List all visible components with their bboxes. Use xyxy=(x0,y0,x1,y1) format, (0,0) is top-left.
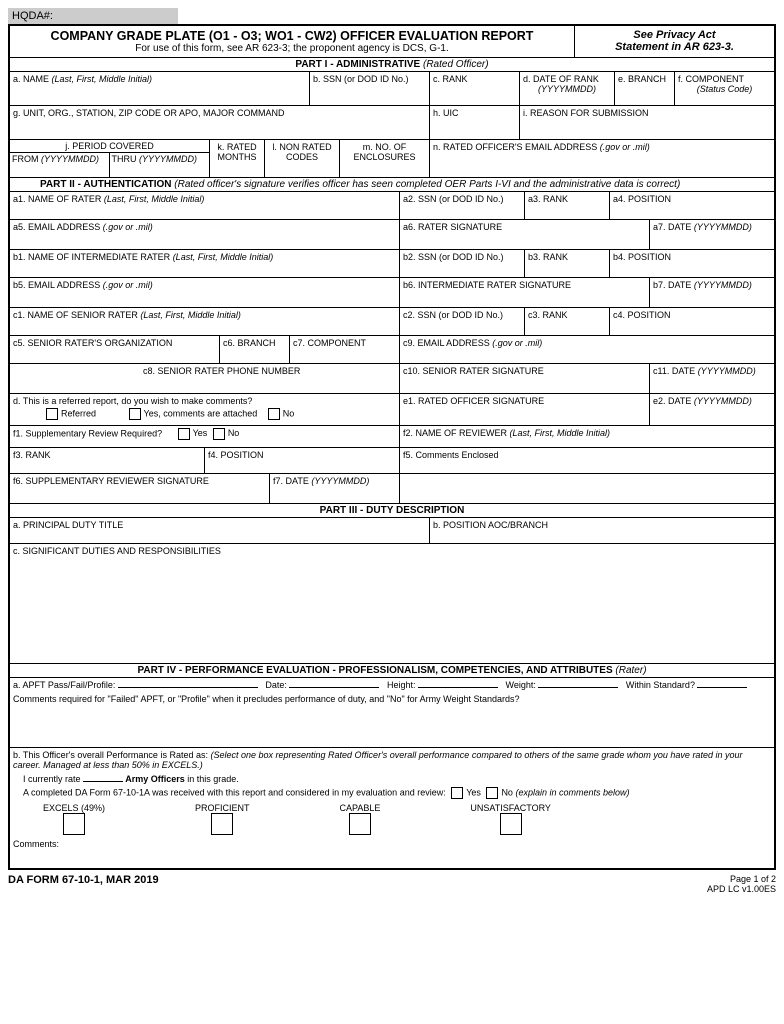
field-reviewer-name[interactable]: f2. NAME OF REVIEWER (Last, First, Middl… xyxy=(400,426,774,448)
checkbox-unsat[interactable] xyxy=(500,813,522,835)
checkbox-form-yes[interactable] xyxy=(451,787,463,799)
footer-version: APD LC v1.00ES xyxy=(707,884,776,894)
field-email[interactable]: n. RATED OFFICER'S EMAIL ADDRESS (.gov o… xyxy=(430,140,774,178)
field-int-rank[interactable]: b3. RANK xyxy=(525,250,610,278)
field-ssn[interactable]: b. SSN (or DOD ID No.) xyxy=(310,72,430,106)
field-aoc-branch[interactable]: b. POSITION AOC/BRANCH xyxy=(430,518,774,544)
field-supp-date[interactable]: f7. DATE (YYYYMMDD) xyxy=(270,474,400,504)
field-duties[interactable]: c. SIGNIFICANT DUTIES AND RESPONSIBILITI… xyxy=(10,544,774,664)
field-rater-email[interactable]: a5. EMAIL ADDRESS (.gov or .mil) xyxy=(10,220,400,250)
field-apft[interactable]: a. APFT Pass/Fail/Profile: Date: Height:… xyxy=(10,678,774,748)
checkbox-referred[interactable] xyxy=(46,408,58,420)
field-int-sig[interactable]: b6. INTERMEDIATE RATER SIGNATURE xyxy=(400,278,650,308)
field-overall[interactable]: b. This Officer's overall Performance is… xyxy=(10,748,774,868)
field-rater-position[interactable]: a4. POSITION xyxy=(610,192,774,220)
field-nonrated[interactable]: l. NON RATEDCODES xyxy=(265,140,340,178)
field-name[interactable]: a. NAME (Last, First, Middle Initial) xyxy=(10,72,310,106)
part4-header: PART IV - PERFORMANCE EVALUATION - PROFE… xyxy=(10,664,774,678)
field-sr-ssn[interactable]: c2. SSN (or DOD ID No.) xyxy=(400,308,525,336)
field-unit[interactable]: g. UNIT, ORG., STATION, ZIP CODE OR APO,… xyxy=(10,106,430,140)
checkbox-capable[interactable] xyxy=(349,813,371,835)
field-rater-date[interactable]: a7. DATE (YYYYMMDD) xyxy=(650,220,774,250)
field-int-name[interactable]: b1. NAME OF INTERMEDIATE RATER (Last, Fi… xyxy=(10,250,400,278)
field-supp-sig[interactable]: f6. SUPPLEMENTARY REVIEWER SIGNATURE xyxy=(10,474,270,504)
field-sr-phone[interactable]: c8. SENIOR RATER PHONE NUMBER xyxy=(140,364,400,394)
field-int-ssn[interactable]: b2. SSN (or DOD ID No.) xyxy=(400,250,525,278)
field-officer-sig[interactable]: e1. RATED OFFICER SIGNATURE xyxy=(400,394,650,426)
field-component[interactable]: f. COMPONENT(Status Code) xyxy=(675,72,774,106)
field-period[interactable]: j. PERIOD COVERED FROM (YYYYMMDD) THRU (… xyxy=(10,140,210,178)
field-rater-name[interactable]: a1. NAME OF RATER (Last, First, Middle I… xyxy=(10,192,400,220)
field-officer-date[interactable]: e2. DATE (YYYYMMDD) xyxy=(650,394,774,426)
field-int-date[interactable]: b7. DATE (YYYYMMDD) xyxy=(650,278,774,308)
field-rank[interactable]: c. RANK xyxy=(430,72,520,106)
title-row: COMPANY GRADE PLATE (O1 - O3; WO1 - CW2)… xyxy=(10,26,774,58)
hqda-field[interactable]: HQDA#: xyxy=(8,8,178,24)
field-referred[interactable]: d. This is a referred report, do you wis… xyxy=(10,394,400,426)
field-supp-review[interactable]: f1. Supplementary Review Required? Yes N… xyxy=(10,426,400,448)
field-enclosures[interactable]: m. NO. OFENCLOSURES xyxy=(340,140,430,178)
form-title: COMPANY GRADE PLATE (O1 - O3; WO1 - CW2)… xyxy=(13,29,571,43)
field-int-position[interactable]: b4. POSITION xyxy=(610,250,774,278)
field-rater-sig[interactable]: a6. RATER SIGNATURE xyxy=(400,220,650,250)
checkbox-yes[interactable] xyxy=(129,408,141,420)
field-sr-email[interactable]: c9. EMAIL ADDRESS (.gov or .mil) xyxy=(400,336,774,364)
field-sr-rank[interactable]: c3. RANK xyxy=(525,308,610,336)
field-sr-sig[interactable]: c10. SENIOR RATER SIGNATURE xyxy=(400,364,650,394)
spacer xyxy=(10,364,140,394)
checkbox-form-no[interactable] xyxy=(486,787,498,799)
field-date-rank[interactable]: d. DATE OF RANK(YYYYMMDD) xyxy=(520,72,615,106)
checkbox-no[interactable] xyxy=(268,408,280,420)
part1-header: PART I - ADMINISTRATIVE (Rated Officer) xyxy=(10,58,774,72)
field-sr-sigdate[interactable]: c11. DATE (YYYYMMDD) xyxy=(650,364,774,394)
field-int-email[interactable]: b5. EMAIL ADDRESS (.gov or .mil) xyxy=(10,278,400,308)
footer: DA FORM 67-10-1, MAR 2019 Page 1 of 2 AP… xyxy=(8,870,776,894)
field-rater-ssn[interactable]: a2. SSN (or DOD ID No.) xyxy=(400,192,525,220)
privacy-line1: See Privacy Act xyxy=(578,29,771,41)
field-sr-org[interactable]: c5. SENIOR RATER'S ORGANIZATION xyxy=(10,336,220,364)
checkbox-proficient[interactable] xyxy=(211,813,233,835)
checkbox-supp-no[interactable] xyxy=(213,428,225,440)
form-subtitle: For use of this form, see AR 623-3; the … xyxy=(13,43,571,54)
field-rated-months[interactable]: k. RATEDMONTHS xyxy=(210,140,265,178)
checkbox-supp-yes[interactable] xyxy=(178,428,190,440)
footer-page: Page 1 of 2 xyxy=(707,874,776,884)
field-f3-rank[interactable]: f3. RANK xyxy=(10,448,205,474)
field-uic[interactable]: h. UIC xyxy=(430,106,520,140)
footer-form: DA FORM 67-10-1, MAR 2019 xyxy=(8,874,159,894)
field-reason[interactable]: i. REASON FOR SUBMISSION xyxy=(520,106,774,140)
field-sr-name[interactable]: c1. NAME OF SENIOR RATER (Last, First, M… xyxy=(10,308,400,336)
checkbox-excels[interactable] xyxy=(63,813,85,835)
field-rater-rank[interactable]: a3. RANK xyxy=(525,192,610,220)
field-f5-comments[interactable]: f5. Comments Enclosed xyxy=(400,448,774,474)
field-f4-position[interactable]: f4. POSITION xyxy=(205,448,400,474)
field-branch[interactable]: e. BRANCH xyxy=(615,72,675,106)
field-duty-title[interactable]: a. PRINCIPAL DUTY TITLE xyxy=(10,518,430,544)
field-sr-branch[interactable]: c6. BRANCH xyxy=(220,336,290,364)
privacy-line2: Statement in AR 623-3. xyxy=(578,41,771,53)
field-sr-component[interactable]: c7. COMPONENT xyxy=(290,336,400,364)
part2-header: PART II - AUTHENTICATION (Rated officer'… xyxy=(10,178,774,192)
part3-header: PART III - DUTY DESCRIPTION xyxy=(10,504,774,518)
field-sr-position[interactable]: c4. POSITION xyxy=(610,308,774,336)
spacer2 xyxy=(400,474,774,504)
form-container: COMPANY GRADE PLATE (O1 - O3; WO1 - CW2)… xyxy=(8,24,776,870)
